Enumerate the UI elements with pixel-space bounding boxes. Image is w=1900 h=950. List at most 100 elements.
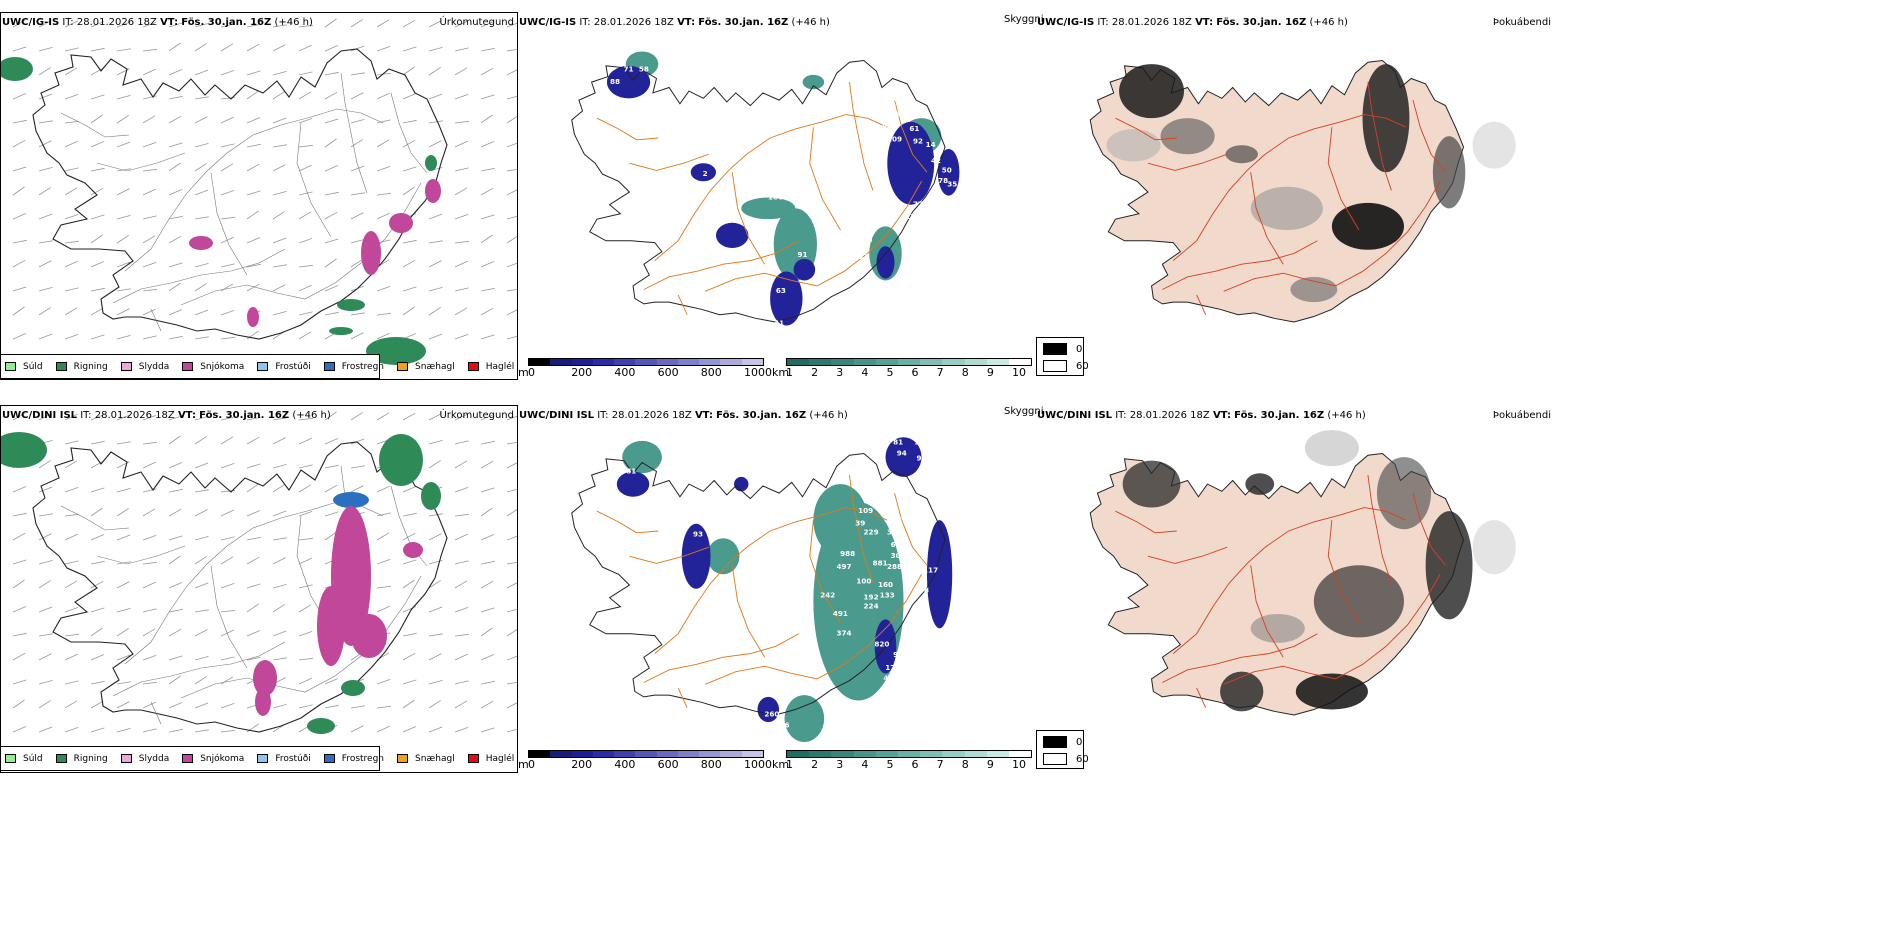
wind-barb [38, 633, 53, 637]
cloud-base-value: 406 [883, 674, 898, 683]
wind-barb [90, 234, 103, 244]
wind-barb [168, 435, 181, 445]
wind-barb [272, 537, 287, 541]
road-line [1250, 565, 1284, 658]
wind-barb [168, 115, 182, 124]
snow-area [189, 236, 213, 250]
wind-barb [194, 436, 207, 445]
cloud-base-value: 160 [878, 580, 893, 589]
low-cloud-area [885, 437, 922, 477]
precip-areas [1, 57, 441, 365]
wind-barb [194, 309, 209, 316]
colorbar-step [571, 359, 593, 365]
precip-panel-dini [0, 405, 518, 773]
wind-barb [220, 416, 235, 421]
wind-barb [220, 336, 235, 340]
wind-barb [90, 94, 105, 100]
fog-index-area [1122, 460, 1181, 508]
wind-barb [116, 581, 130, 589]
wind-barb [116, 68, 130, 76]
wind-barb [506, 69, 517, 76]
wind-barb [298, 191, 313, 196]
wind-barb [64, 214, 79, 220]
wind-barb [506, 682, 517, 685]
wind-barb [194, 116, 208, 124]
wind-barb [350, 332, 364, 340]
wind-barb [324, 118, 339, 124]
fog-panel-igis [1036, 28, 1552, 358]
wind-barb [272, 24, 287, 28]
cloud-base-value: 139 [860, 479, 875, 488]
wind-barb [272, 604, 285, 613]
wind-barb [298, 464, 313, 469]
wind-barb [168, 95, 183, 100]
colorbar-step [1008, 751, 1032, 757]
wind-barb [168, 335, 183, 340]
wind-barb [142, 288, 157, 292]
wind-barb [298, 331, 312, 340]
wind-barb [324, 285, 339, 292]
wind-barb [480, 214, 495, 220]
wind-barb [194, 263, 209, 268]
wind-barb [480, 534, 495, 541]
wind-barb [324, 165, 339, 172]
wind-barb [376, 679, 391, 685]
wind-barb [116, 235, 129, 244]
fog-index-area [1290, 276, 1338, 303]
legend-swatch [467, 754, 479, 763]
wind-barb [64, 94, 79, 100]
cloud-base-value: 14 [926, 140, 936, 149]
legend-item: Frostregn [323, 362, 384, 372]
visibility-colorbar-dini: km 1 2 3 4 5 6 7 8 9 10 [772, 750, 1034, 772]
wind-barb [194, 216, 209, 220]
wind-barb [402, 286, 417, 292]
wind-barb [402, 119, 417, 124]
snow-area [317, 586, 345, 666]
legend-item: Súld [5, 362, 43, 372]
wind-barb [454, 633, 469, 637]
cloud-base-value: 14 [670, 493, 680, 502]
wind-barb [428, 67, 441, 76]
road-line [596, 117, 659, 141]
wind-barb [454, 533, 468, 541]
road-network [60, 465, 428, 725]
wind-barb [168, 728, 183, 733]
wind-barb [194, 509, 208, 517]
wind-barb [168, 675, 181, 685]
wind-barb [116, 141, 131, 148]
wind-barb [12, 412, 26, 421]
wind-barb [90, 534, 105, 541]
fog-legend-value: 60 [1076, 753, 1089, 765]
wind-barb [220, 436, 234, 445]
wind-barb [90, 47, 105, 52]
wind-barb [38, 240, 53, 244]
wind-barb [454, 460, 468, 469]
wind-barb [402, 699, 415, 709]
wind-barb [402, 679, 417, 685]
wind-barb [350, 312, 365, 316]
cloud-base-value: 71 [624, 64, 634, 73]
wind-barb [116, 628, 129, 637]
colorbar-tick: 800 [700, 366, 722, 379]
cloud-base-value: 136 [882, 504, 897, 513]
wind-barb [116, 728, 131, 733]
legend-swatch [5, 754, 16, 763]
wind-barb [38, 187, 51, 196]
wind-barb [454, 94, 469, 100]
road-line [1223, 181, 1441, 292]
wind-barb [246, 463, 261, 469]
wind-barb [194, 729, 209, 733]
fog-index-area [1472, 520, 1516, 575]
legend-label: Rigning [73, 753, 108, 764]
wind-barb [454, 700, 468, 709]
cloud-base-value: 66 [880, 686, 890, 695]
wind-barb [220, 609, 235, 613]
wind-barb [506, 442, 517, 445]
low-visibility-area [706, 538, 740, 575]
wind-barb [402, 259, 416, 268]
cloud-base-value: 18 [891, 99, 901, 108]
wind-barb [194, 702, 209, 709]
cloud-base-value: 35 [947, 180, 957, 189]
cloud-base-value: 133 [880, 591, 895, 600]
wind-barb [506, 562, 517, 565]
